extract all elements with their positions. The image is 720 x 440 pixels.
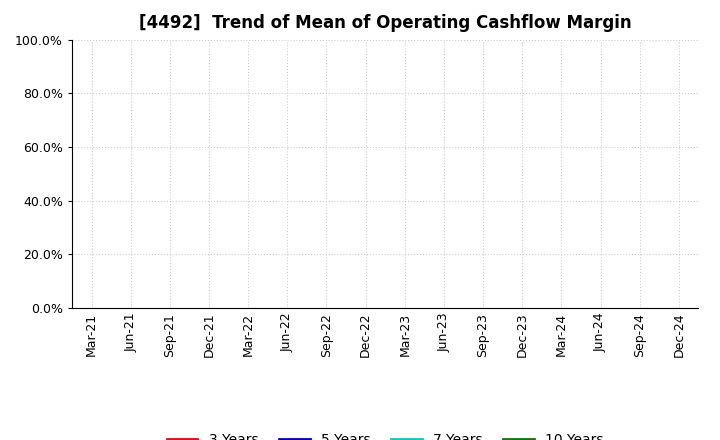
Title: [4492]  Trend of Mean of Operating Cashflow Margin: [4492] Trend of Mean of Operating Cashfl… [139,15,631,33]
Legend: 3 Years, 5 Years, 7 Years, 10 Years: 3 Years, 5 Years, 7 Years, 10 Years [161,428,609,440]
